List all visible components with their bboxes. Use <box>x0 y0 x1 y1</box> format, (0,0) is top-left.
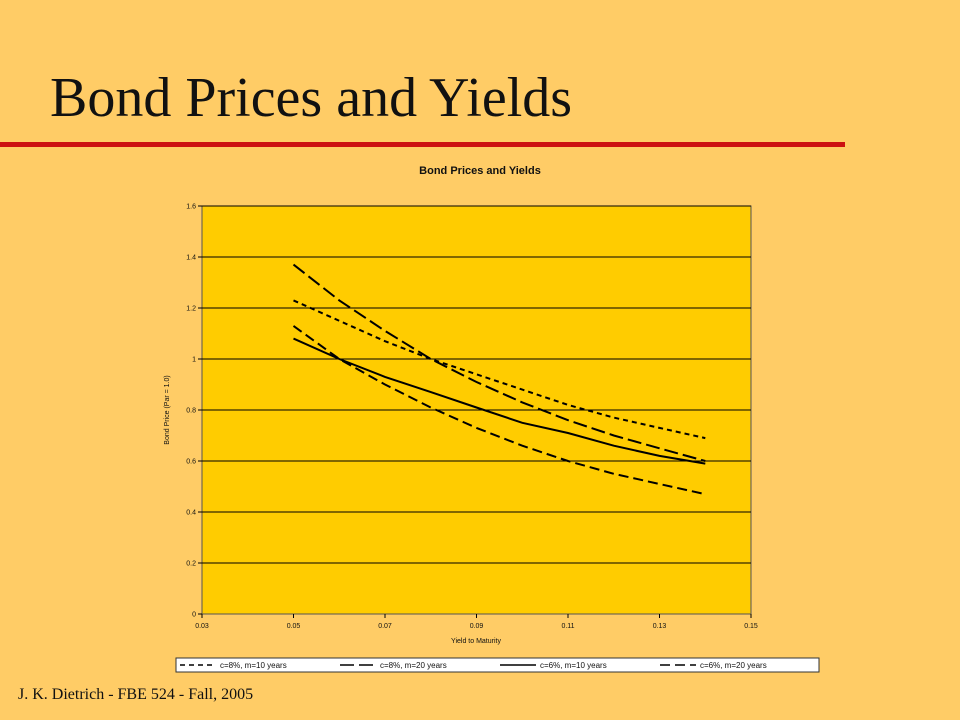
series-line-4 <box>292 325 706 496</box>
x-tick-label: 0.03 <box>195 623 209 630</box>
x-tick-label: 0.13 <box>653 623 667 630</box>
legend-label: c=6%, m=10 years <box>540 661 607 670</box>
y-axis-ticks: 0 0.2 0.4 0.6 0.8 1 1.2 1.4 1.6 <box>186 204 202 619</box>
x-axis-ticks: 0.03 0.05 0.07 0.09 0.11 0.13 0.15 <box>195 614 758 630</box>
y-tick-label: 0.8 <box>186 408 196 415</box>
y-tick-label: 1.2 <box>186 306 196 313</box>
x-tick-label: 0.05 <box>287 623 301 630</box>
x-tick-label: 0.07 <box>378 623 392 630</box>
slide-title: Bond Prices and Yields <box>50 67 573 129</box>
x-tick-label: 0.15 <box>744 623 758 630</box>
y-axis-label: Bond Price (Par = 1.0) <box>164 375 171 444</box>
legend-label: c=8%, m=10 years <box>220 661 287 670</box>
legend: c=8%, m=10 years c=8%, m=20 years c=6%, m=… <box>175 657 820 673</box>
chart-title: Bond Prices and Yields <box>419 165 541 177</box>
footer-text: J. K. Dietrich - FBE 524 - Fall, 2005 <box>18 686 254 703</box>
y-tick-label: 0 <box>192 612 196 619</box>
x-tick-label: 0.11 <box>561 623 574 630</box>
series-line-1 <box>293 299 706 440</box>
y-tick-label: 0.2 <box>186 561 196 568</box>
x-tick-label: 0.09 <box>470 623 484 630</box>
y-tick-label: 1 <box>192 357 196 364</box>
series-lines <box>292 263 706 496</box>
y-tick-label: 0.4 <box>186 510 196 517</box>
legend-box <box>175 657 820 673</box>
y-tick-label: 0.6 <box>186 459 196 466</box>
legend-label: c=6%, m=20 years <box>700 661 767 670</box>
legend-label: c=8%, m=20 years <box>380 661 447 670</box>
y-tick-label: 1.4 <box>186 255 196 262</box>
title-rule <box>0 142 845 147</box>
x-axis-label: Yield to Maturity <box>451 638 501 645</box>
series-line-3 <box>293 337 706 465</box>
y-tick-label: 1.6 <box>186 204 196 211</box>
series-line-2 <box>292 263 706 462</box>
grid-lines <box>202 205 751 564</box>
